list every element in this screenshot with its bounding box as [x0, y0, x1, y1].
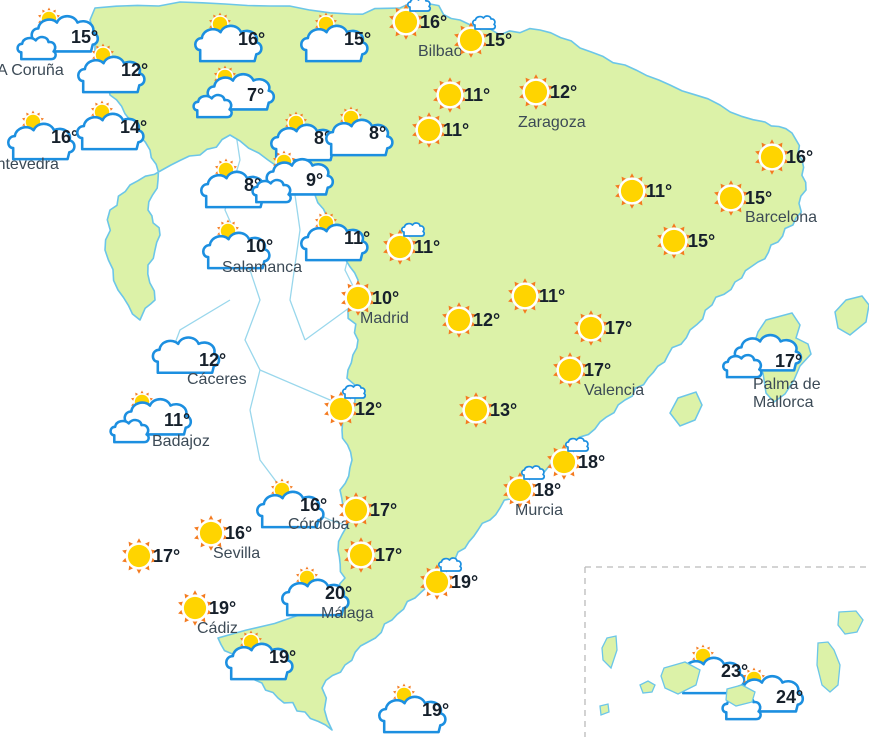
- svg-text:A Coruña: A Coruña: [0, 62, 64, 79]
- svg-text:24°: 24°: [776, 687, 803, 707]
- svg-text:7°: 7°: [247, 85, 264, 105]
- svg-text:19°: 19°: [422, 700, 449, 720]
- svg-text:11°: 11°: [164, 410, 190, 430]
- svg-text:Salamanca: Salamanca: [222, 259, 302, 276]
- svg-text:15°: 15°: [344, 29, 371, 49]
- svg-text:9°: 9°: [306, 170, 323, 190]
- svg-text:11°: 11°: [646, 181, 672, 201]
- svg-text:13°: 13°: [490, 400, 517, 420]
- svg-text:12°: 12°: [199, 350, 226, 370]
- svg-text:12°: 12°: [550, 82, 577, 102]
- svg-text:17°: 17°: [375, 545, 402, 565]
- svg-text:11°: 11°: [414, 237, 440, 257]
- svg-text:Madrid: Madrid: [360, 310, 409, 327]
- svg-text:19°: 19°: [269, 647, 296, 667]
- svg-text:Badajoz: Badajoz: [152, 433, 210, 450]
- svg-text:17°: 17°: [153, 546, 180, 566]
- svg-text:Cádiz: Cádiz: [197, 620, 238, 637]
- svg-text:Cáceres: Cáceres: [187, 371, 247, 388]
- svg-text:10°: 10°: [372, 288, 399, 308]
- svg-text:15°: 15°: [745, 188, 772, 208]
- svg-text:Mallorca: Mallorca: [753, 394, 814, 411]
- svg-text:8°: 8°: [369, 123, 386, 143]
- svg-text:14°: 14°: [120, 117, 147, 137]
- svg-text:16°: 16°: [786, 147, 813, 167]
- svg-text:Barcelona: Barcelona: [745, 209, 817, 226]
- svg-text:17°: 17°: [775, 351, 802, 371]
- svg-text:17°: 17°: [584, 360, 611, 380]
- svg-text:12°: 12°: [121, 60, 148, 80]
- svg-text:11°: 11°: [344, 228, 370, 248]
- svg-text:Palma de: Palma de: [753, 376, 821, 393]
- svg-text:16°: 16°: [238, 29, 265, 49]
- svg-text:Pontevedra: Pontevedra: [0, 156, 59, 173]
- svg-text:18°: 18°: [578, 452, 605, 472]
- svg-text:Málaga: Málaga: [321, 605, 374, 622]
- svg-text:Valencia: Valencia: [584, 382, 644, 399]
- svg-text:23°: 23°: [721, 661, 748, 681]
- svg-text:Zaragoza: Zaragoza: [518, 114, 586, 131]
- svg-text:10°: 10°: [246, 236, 273, 256]
- svg-text:15°: 15°: [688, 231, 715, 251]
- svg-text:15°: 15°: [485, 30, 512, 50]
- svg-text:Córdoba: Córdoba: [288, 516, 349, 533]
- svg-text:15°: 15°: [71, 27, 98, 47]
- svg-text:17°: 17°: [605, 318, 632, 338]
- svg-text:11°: 11°: [539, 286, 565, 306]
- svg-text:11°: 11°: [464, 85, 490, 105]
- svg-text:17°: 17°: [370, 500, 397, 520]
- svg-text:20°: 20°: [325, 583, 352, 603]
- svg-text:16°: 16°: [300, 495, 327, 515]
- svg-text:18°: 18°: [534, 480, 561, 500]
- svg-text:Murcia: Murcia: [515, 502, 563, 519]
- svg-text:12°: 12°: [355, 399, 382, 419]
- svg-text:19°: 19°: [451, 572, 478, 592]
- svg-text:12°: 12°: [473, 310, 500, 330]
- svg-text:16°: 16°: [51, 127, 78, 147]
- svg-text:19°: 19°: [209, 598, 236, 618]
- svg-text:Sevilla: Sevilla: [213, 545, 260, 562]
- svg-text:16°: 16°: [225, 523, 252, 543]
- svg-text:11°: 11°: [443, 120, 469, 140]
- svg-text:16°: 16°: [420, 12, 447, 32]
